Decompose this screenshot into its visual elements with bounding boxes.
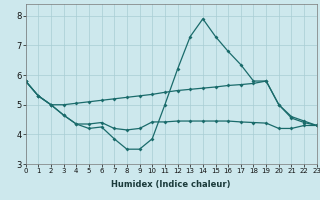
X-axis label: Humidex (Indice chaleur): Humidex (Indice chaleur) [111,180,231,189]
